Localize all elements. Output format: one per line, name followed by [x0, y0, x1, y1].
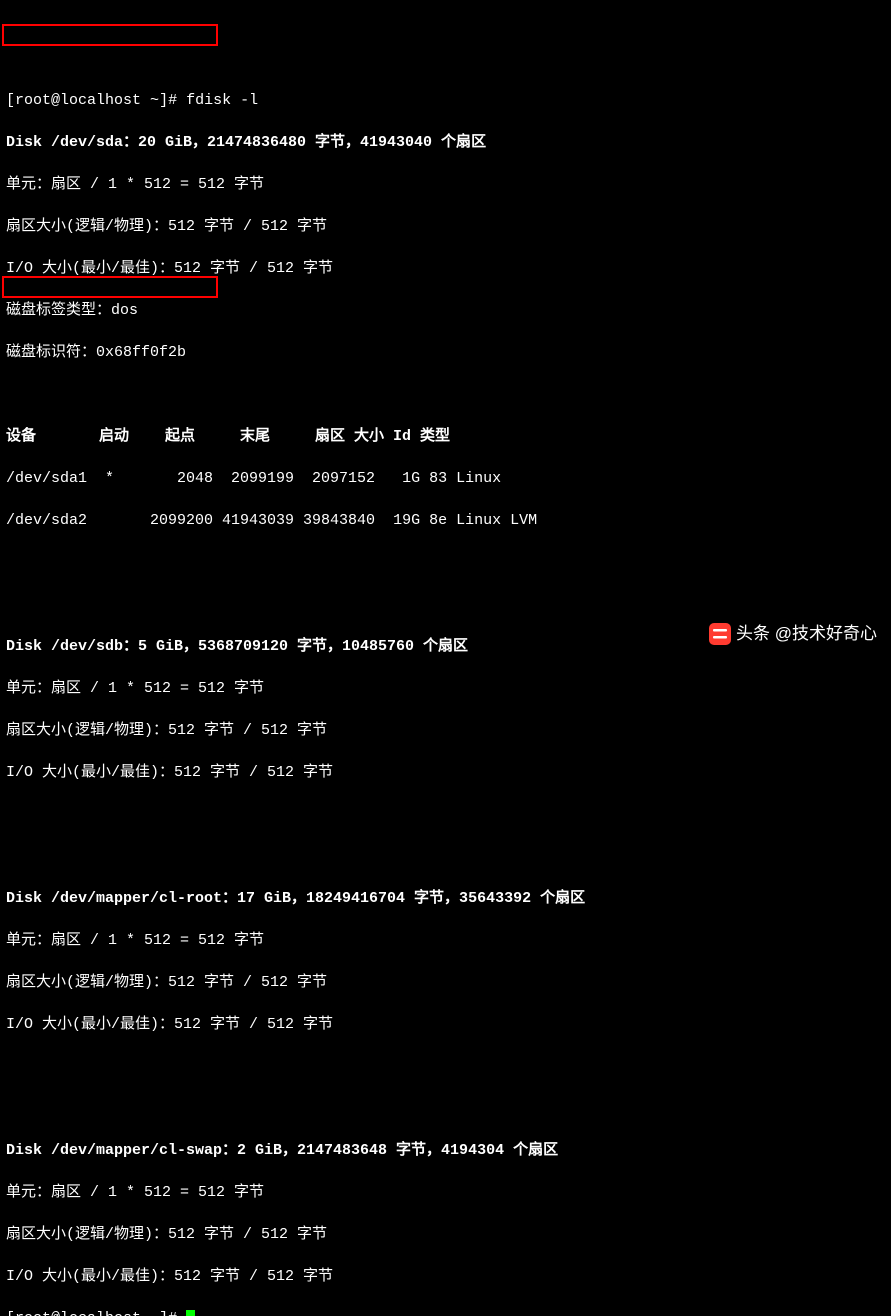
sda-label: 磁盘标签类型：dos [6, 300, 885, 321]
sda-disk-line: Disk /dev/sda：20 GiB，21474836480 字节，4194… [6, 132, 885, 153]
prompt-userhost: root@localhost [15, 92, 150, 109]
prompt-path: ~ [150, 92, 159, 109]
prompt-close: ]# [159, 92, 186, 109]
sdb-sector: 扇区大小(逻辑/物理)：512 字节 / 512 字节 [6, 720, 885, 741]
watermark-text: 头条 @技术好奇心 [736, 622, 877, 646]
highlight-box-sda [2, 24, 218, 46]
prompt-close-2: ]# [159, 1310, 186, 1316]
blank-5 [6, 846, 885, 867]
prompt-path-2: ~ [150, 1310, 159, 1316]
clroot-unit: 单元：扇区 / 1 * 512 = 512 字节 [6, 930, 885, 951]
clroot-io: I/O 大小(最小/最佳)：512 字节 / 512 字节 [6, 1014, 885, 1035]
prompt-open-2: [ [6, 1310, 15, 1316]
sdb-disk-rest: 5368709120 字节，10485760 个扇区 [198, 638, 468, 655]
sda-io: I/O 大小(最小/最佳)：512 字节 / 512 字节 [6, 258, 885, 279]
sda-ident: 磁盘标识符：0x68ff0f2b [6, 342, 885, 363]
sda-sector: 扇区大小(逻辑/物理)：512 字节 / 512 字节 [6, 216, 885, 237]
clswap-io: I/O 大小(最小/最佳)：512 字节 / 512 字节 [6, 1266, 885, 1287]
prompt-line-2: [root@localhost ~]# [6, 1308, 885, 1316]
sdb-unit: 单元：扇区 / 1 * 512 = 512 字节 [6, 678, 885, 699]
prompt-line-1: [root@localhost ~]# fdisk -l [6, 90, 885, 111]
clswap-unit: 单元：扇区 / 1 * 512 = 512 字节 [6, 1182, 885, 1203]
partition-row-1: /dev/sda1 * 2048 2099199 2097152 1G 83 L… [6, 468, 885, 489]
watermark: 头条 @技术好奇心 [708, 622, 877, 646]
blank-2 [6, 552, 885, 573]
partition-header: 设备 启动 起点 末尾 扇区 大小 Id 类型 [6, 426, 885, 447]
clswap-disk-line: Disk /dev/mapper/cl-swap：2 GiB，214748364… [6, 1140, 885, 1161]
prompt-open: [ [6, 92, 15, 109]
blank-7 [6, 1098, 885, 1119]
blank-1 [6, 384, 885, 405]
blank-4 [6, 804, 885, 825]
sdb-disk-hl: Disk /dev/sdb：5 GiB， [6, 638, 198, 655]
sda-disk-rest: 21474836480 字节，41943040 个扇区 [207, 134, 486, 151]
blank-3 [6, 594, 885, 615]
clroot-sector: 扇区大小(逻辑/物理)：512 字节 / 512 字节 [6, 972, 885, 993]
terminal-cursor[interactable] [186, 1310, 195, 1316]
command-text: fdisk -l [186, 92, 258, 109]
clswap-sector: 扇区大小(逻辑/物理)：512 字节 / 512 字节 [6, 1224, 885, 1245]
blank-6 [6, 1056, 885, 1077]
clroot-disk-line: Disk /dev/mapper/cl-root：17 GiB，18249416… [6, 888, 885, 909]
prompt-userhost-2: root@localhost [15, 1310, 150, 1316]
highlight-box-sdb [2, 276, 218, 298]
sda-unit: 单元：扇区 / 1 * 512 = 512 字节 [6, 174, 885, 195]
toutiao-icon [708, 622, 732, 646]
sda-disk-hl: Disk /dev/sda：20 GiB， [6, 134, 207, 151]
sdb-io: I/O 大小(最小/最佳)：512 字节 / 512 字节 [6, 762, 885, 783]
partition-row-2: /dev/sda2 2099200 41943039 39843840 19G … [6, 510, 885, 531]
